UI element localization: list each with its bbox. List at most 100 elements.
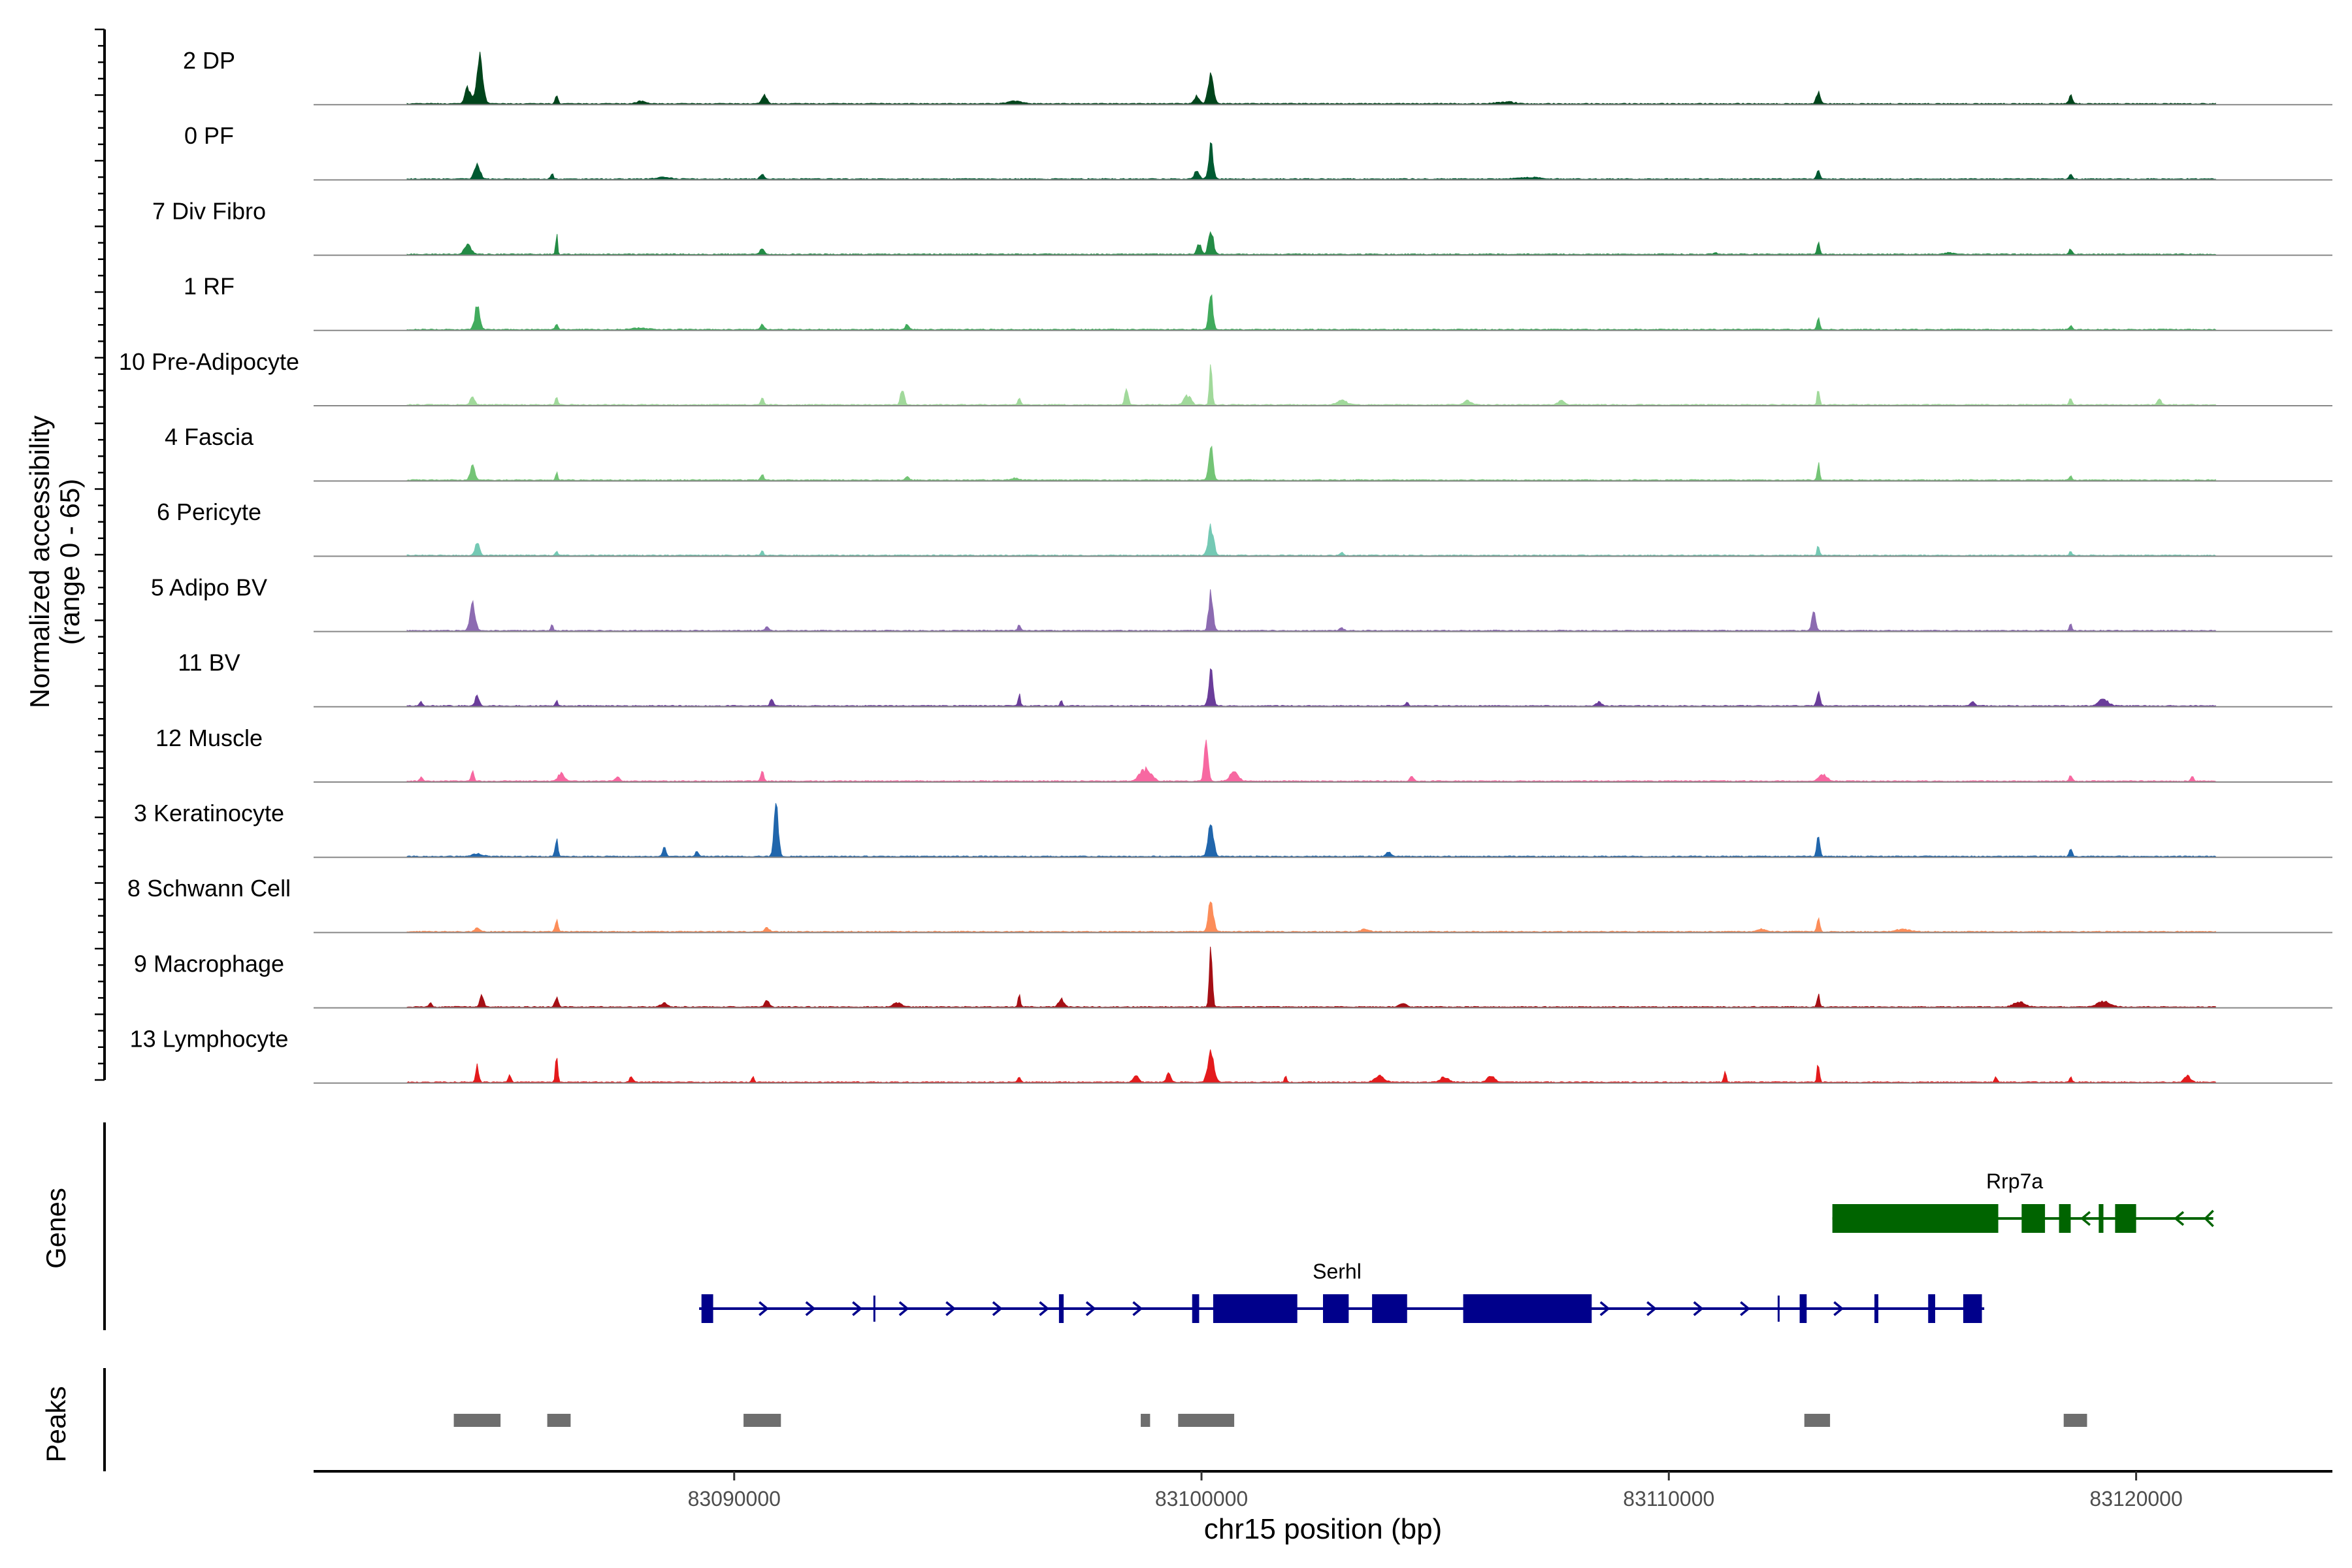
peak-regions bbox=[453, 1414, 2087, 1427]
strand-arrow bbox=[759, 1301, 769, 1316]
track-label: 6 Pericyte bbox=[157, 498, 261, 525]
gene-label: Rrp7a bbox=[1986, 1169, 2043, 1193]
peak-region bbox=[743, 1414, 781, 1427]
track: 4 Fascia bbox=[165, 423, 2332, 482]
track: 8 Schwann Cell bbox=[127, 875, 2332, 934]
x-tick-label: 83110000 bbox=[1623, 1487, 1714, 1511]
strand-arrow bbox=[1693, 1301, 1704, 1316]
track-label: 2 DP bbox=[183, 47, 235, 74]
strand-arrow bbox=[2080, 1211, 2091, 1226]
track-label: 13 Lymphocyte bbox=[130, 1026, 289, 1053]
peak-region bbox=[1141, 1414, 1151, 1427]
strand-arrow bbox=[898, 1301, 909, 1316]
gene-rrp7a: Rrp7a bbox=[1832, 1169, 2214, 1233]
track: 11 BV bbox=[178, 649, 2332, 708]
track-coverage bbox=[406, 364, 2216, 406]
strand-arrow bbox=[992, 1301, 1003, 1316]
strand-arrow bbox=[1085, 1301, 1096, 1316]
track-label: 4 Fascia bbox=[165, 423, 254, 450]
gene-serhl: Serhl bbox=[699, 1260, 1985, 1323]
x-tick-label: 83100000 bbox=[1155, 1487, 1248, 1511]
track-coverage bbox=[406, 142, 2216, 180]
track: 13 Lymphocyte bbox=[130, 1026, 2332, 1084]
x-axis-label: chr15 position (bp) bbox=[1204, 1513, 1442, 1545]
track-coverage bbox=[406, 52, 2216, 105]
gene-exon bbox=[1323, 1294, 1349, 1323]
x-tick-label: 83090000 bbox=[688, 1487, 781, 1511]
strand-arrow bbox=[2204, 1209, 2214, 1228]
gene-exon bbox=[1928, 1294, 1936, 1323]
track-label: 1 RF bbox=[184, 273, 235, 300]
strand-arrow bbox=[1646, 1301, 1658, 1316]
track: 3 Keratinocyte bbox=[134, 800, 2332, 858]
track-coverage bbox=[406, 803, 2216, 858]
gene-exon bbox=[1832, 1204, 1999, 1233]
track-coverage bbox=[406, 668, 2216, 708]
strand-arrow bbox=[945, 1301, 956, 1316]
gene-label: Serhl bbox=[1313, 1260, 1362, 1283]
peak-region bbox=[547, 1414, 571, 1427]
track-label: 9 Macrophage bbox=[134, 950, 284, 977]
track-label: 5 Adipo BV bbox=[151, 574, 267, 600]
peak-region bbox=[1178, 1414, 1235, 1427]
track-label: 3 Keratinocyte bbox=[134, 800, 284, 826]
track-coverage bbox=[406, 523, 2216, 557]
gene-exon bbox=[2021, 1204, 2046, 1233]
track-label: 8 Schwann Cell bbox=[127, 875, 291, 902]
accessibility-tracks: 2 DP 0 PF 7 Div Fibro 1 RF 10 Pre-Adipocyte 4… bbox=[119, 47, 2332, 1084]
track-coverage bbox=[406, 901, 2216, 933]
x-tick-label: 83120000 bbox=[2089, 1487, 2182, 1511]
gene-exon bbox=[2099, 1204, 2104, 1233]
track: 12 Muscle bbox=[155, 725, 2332, 783]
gene-exon bbox=[1463, 1294, 1592, 1323]
gene-exon bbox=[1213, 1294, 1298, 1323]
gene-annotations: Rrp7a Serhl bbox=[699, 1169, 2214, 1323]
track-coverage bbox=[406, 946, 2216, 1009]
strand-arrow bbox=[1132, 1301, 1143, 1316]
peak-region bbox=[453, 1414, 501, 1427]
x-axis-ticks: 83090000 83100000 83110000 83120000 bbox=[688, 1471, 2183, 1511]
track: 0 PF bbox=[184, 122, 2332, 181]
track: 10 Pre-Adipocyte bbox=[119, 348, 2332, 406]
gene-exon bbox=[1874, 1294, 1879, 1323]
peaks-label: Peaks bbox=[41, 1386, 71, 1463]
strand-arrow bbox=[805, 1301, 816, 1316]
gene-exon bbox=[1963, 1294, 1982, 1323]
track: 6 Pericyte bbox=[157, 498, 2332, 557]
track-coverage bbox=[406, 589, 2216, 632]
strand-arrow bbox=[1740, 1301, 1751, 1316]
track-y-axis-ticks bbox=[95, 28, 105, 1081]
track-label: 10 Pre-Adipocyte bbox=[119, 348, 299, 375]
peak-region bbox=[1804, 1414, 1831, 1427]
track: 1 RF bbox=[184, 273, 2332, 331]
peaks-panel-title: Peaks bbox=[41, 1386, 71, 1463]
track-coverage bbox=[406, 445, 2216, 482]
track: 7 Div Fibro bbox=[152, 197, 2332, 256]
track: 9 Macrophage bbox=[134, 946, 2332, 1009]
strand-arrow bbox=[1599, 1301, 1610, 1316]
strand-arrow bbox=[852, 1301, 863, 1316]
y-axis-label: Normalized accessibility bbox=[24, 416, 55, 708]
gene-exon bbox=[1192, 1294, 1200, 1323]
track-label: 11 BV bbox=[178, 649, 240, 676]
gene-exon bbox=[1058, 1294, 1064, 1323]
genes-label: Genes bbox=[41, 1188, 71, 1269]
strand-arrow bbox=[1833, 1301, 1844, 1316]
track-label: 0 PF bbox=[184, 122, 234, 149]
peak-region bbox=[2063, 1414, 2087, 1427]
gene-exon bbox=[701, 1294, 713, 1323]
gene-exon bbox=[1372, 1294, 1407, 1323]
gene-exon bbox=[1799, 1294, 1807, 1323]
track: 5 Adipo BV bbox=[151, 574, 2332, 632]
track-coverage bbox=[406, 294, 2216, 331]
gene-exon bbox=[2115, 1204, 2136, 1233]
track-coverage bbox=[406, 740, 2216, 783]
track-coverage bbox=[406, 1049, 2216, 1084]
y-axis-range-label: (range 0 - 65) bbox=[54, 479, 85, 645]
gene-exon bbox=[2059, 1204, 2071, 1233]
track-label: 7 Div Fibro bbox=[152, 197, 266, 224]
y-axis-title: Normalized accessibility (range 0 - 65) bbox=[24, 416, 85, 708]
strand-arrow bbox=[2174, 1211, 2185, 1226]
track-label: 12 Muscle bbox=[155, 725, 263, 751]
track-coverage bbox=[406, 231, 2216, 256]
